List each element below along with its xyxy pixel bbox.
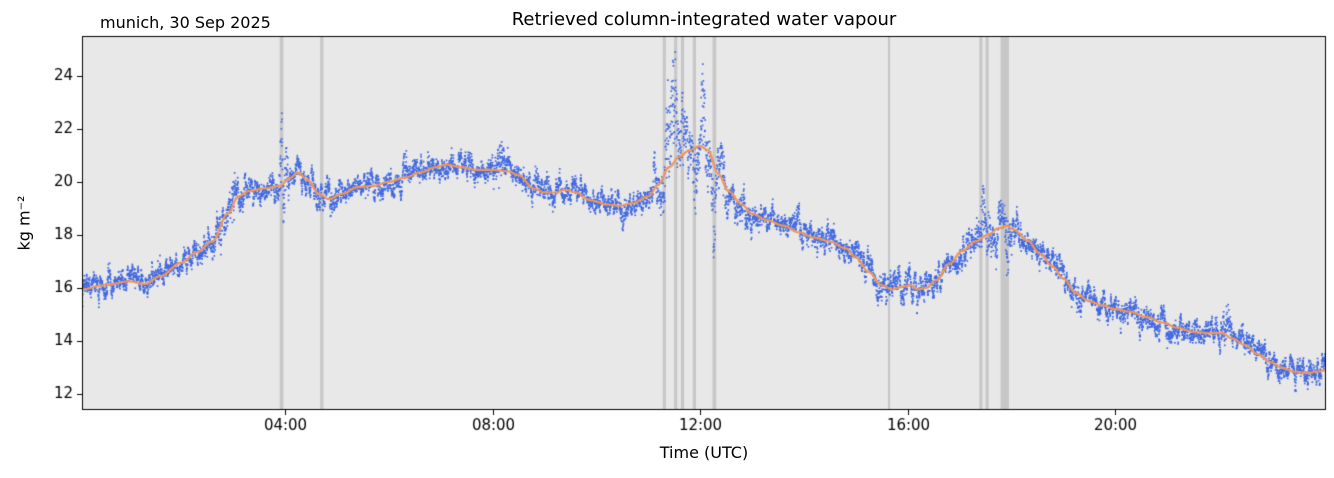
x-axis-label: Time (UTC) <box>659 443 749 462</box>
chart-title: Retrieved column-integrated water vapour <box>511 9 897 30</box>
y-axis-label: kg m⁻² <box>14 195 34 251</box>
chart-annotation: munich, 30 Sep 2025 <box>100 13 271 32</box>
